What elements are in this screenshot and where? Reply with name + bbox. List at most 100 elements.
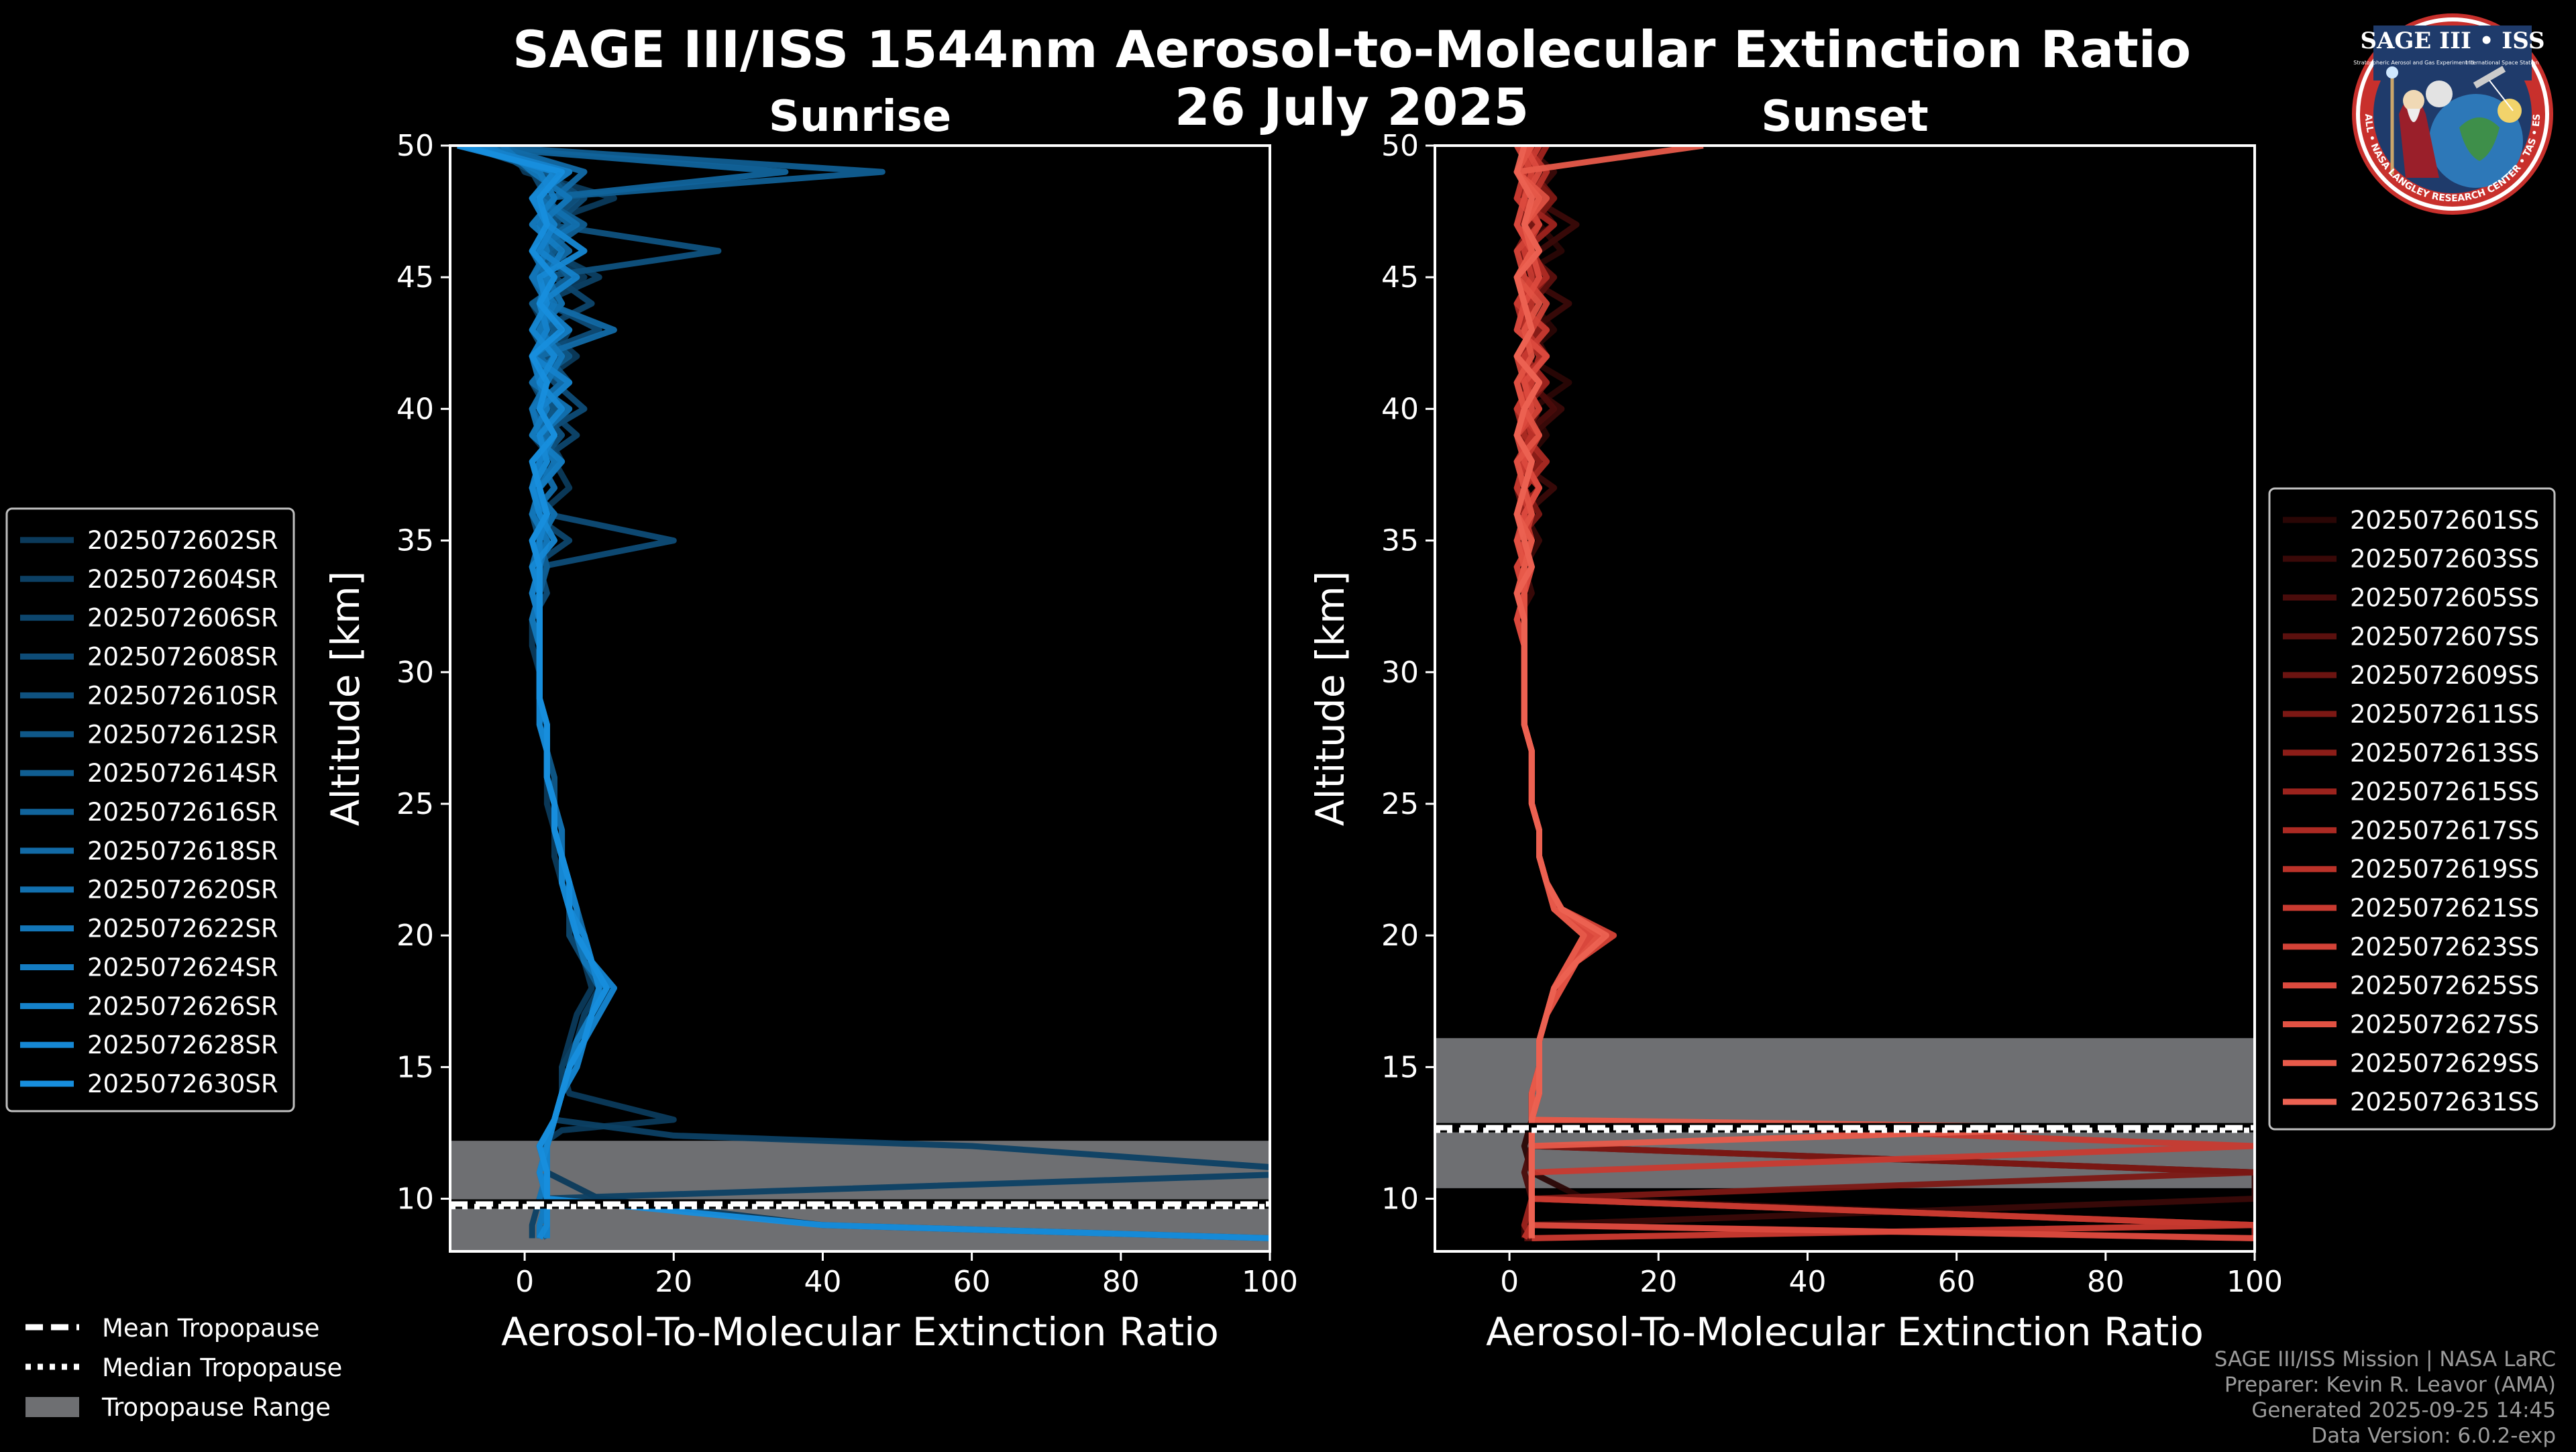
sunrise-legend: 2025072602SR 2025072604SR 2025072606SR 2025… bbox=[5, 507, 295, 1112]
legend-label-2025072621SS: 2025072621SS bbox=[2350, 894, 2539, 923]
legend-label-2025072608SR: 2025072608SR bbox=[87, 643, 278, 672]
sunset-ytick-label: 50 bbox=[1381, 129, 1419, 163]
iss-icon bbox=[2473, 66, 2506, 89]
series-line-2025072631SS bbox=[1513, 146, 1609, 1239]
sunrise-xtick-label: 0 bbox=[515, 1265, 534, 1299]
credit-line-4: Data Version: 6.0.2-exp bbox=[2311, 1424, 2556, 1448]
legend-label-2025072616SR: 2025072616SR bbox=[87, 798, 278, 827]
legend-label-2025072603SS: 2025072603SS bbox=[2350, 545, 2539, 574]
sunset-xtick-label: 100 bbox=[2226, 1265, 2283, 1299]
sunrise-legend-box bbox=[5, 507, 295, 1112]
sunrise-ytick-label: 20 bbox=[396, 919, 434, 953]
sunset-ytick-label: 35 bbox=[1381, 524, 1419, 558]
sunrise-ytick-label: 10 bbox=[396, 1182, 434, 1216]
figure-date: 26 July 2025 bbox=[1175, 77, 1529, 137]
logo-title: SAGE III • ISS bbox=[2360, 28, 2544, 54]
sunrise-panel-title: Sunrise bbox=[769, 92, 951, 142]
sunset-xtick-label: 20 bbox=[1640, 1265, 1677, 1299]
legend-label-2025072602SR: 2025072602SR bbox=[87, 526, 278, 555]
sunset-ytick-label: 40 bbox=[1381, 392, 1419, 426]
sunrise-plot-frame bbox=[449, 144, 1271, 1253]
credit-line-1: SAGE III/ISS Mission | NASA LaRC bbox=[2214, 1347, 2556, 1371]
legend-label-2025072622SR: 2025072622SR bbox=[87, 915, 278, 943]
sunrise-ytick-label: 30 bbox=[396, 656, 434, 690]
sunrise-series-group bbox=[456, 146, 1270, 1241]
sunset-ytick-label: 15 bbox=[1381, 1050, 1419, 1084]
legend-label-2025072615SS: 2025072615SS bbox=[2350, 778, 2539, 807]
sunrise-xtick-label: 20 bbox=[655, 1265, 692, 1299]
sunrise-tropopause-lines bbox=[450, 1199, 1270, 1210]
tropopause-range-label: Tropopause Range bbox=[101, 1393, 331, 1422]
sunset-plot-frame bbox=[1434, 144, 2256, 1253]
legend-label-2025072605SS: 2025072605SS bbox=[2350, 584, 2539, 613]
sunrise-ylabel: Altitude [km] bbox=[323, 571, 368, 826]
legend-label-2025072601SS: 2025072601SS bbox=[2350, 506, 2539, 535]
sunset-tropopause-lines bbox=[1435, 1123, 2255, 1133]
legend-label-2025072614SR: 2025072614SR bbox=[87, 759, 278, 788]
legend-label-2025072619SS: 2025072619SS bbox=[2350, 855, 2539, 884]
legend-label-2025072610SR: 2025072610SR bbox=[87, 681, 278, 710]
sunrise-ytick-label: 45 bbox=[396, 260, 434, 295]
sunrise-xtick-label: 100 bbox=[1242, 1265, 1298, 1299]
legend-label-2025072617SS: 2025072617SS bbox=[2350, 816, 2539, 845]
sunset-xtick-label: 60 bbox=[1938, 1265, 1976, 1299]
legend-label-2025072628SR: 2025072628SR bbox=[87, 1031, 278, 1059]
logo-sub-1: Stratospheric Aerosol and Gas Experiment… bbox=[2353, 60, 2473, 66]
sunrise-xtick-label: 80 bbox=[1102, 1265, 1140, 1299]
logo-sub-2: International Space Station bbox=[2466, 60, 2539, 66]
series-line-2025072630SR bbox=[456, 146, 1270, 1241]
legend-label-2025072629SS: 2025072629SS bbox=[2350, 1049, 2539, 1078]
legend-label-2025072611SS: 2025072611SS bbox=[2350, 700, 2539, 729]
median-tropopause-label: Median Tropopause bbox=[102, 1353, 342, 1382]
legend-label-2025072620SR: 2025072620SR bbox=[87, 876, 278, 904]
sunset-ytick-label: 45 bbox=[1381, 260, 1419, 295]
wizard-head-icon bbox=[2403, 90, 2424, 111]
sunrise-panel: 0 20 40 60 80 100 10 15 20 25 30 35 40 45 50 Sunrise Aer… bbox=[5, 92, 1298, 1355]
sunset-ytick-label: 20 bbox=[1381, 919, 1419, 953]
tropopause-legend: Mean Tropopause Median Tropopause Tropop… bbox=[25, 1314, 342, 1422]
legend-label-2025072631SS: 2025072631SS bbox=[2350, 1088, 2539, 1117]
legend-label-2025072604SR: 2025072604SR bbox=[87, 565, 278, 594]
wizard-robe-icon bbox=[2399, 97, 2439, 178]
figure-title: SAGE III/ISS 1544nm Aerosol-to-Molecular… bbox=[513, 19, 2191, 79]
legend-label-2025072613SS: 2025072613SS bbox=[2350, 739, 2539, 768]
mean-tropopause-label: Mean Tropopause bbox=[102, 1314, 320, 1343]
legend-label-2025072625SS: 2025072625SS bbox=[2350, 972, 2539, 1000]
legend-label-2025072627SS: 2025072627SS bbox=[2350, 1010, 2539, 1039]
sunset-series-group bbox=[1513, 146, 2255, 1241]
sunset-legend-box bbox=[2268, 487, 2556, 1131]
sunset-panel-title: Sunset bbox=[1761, 92, 1928, 142]
sage-iii-iss-logo: SAGE III • ISS Stratospheric Aerosol and… bbox=[2352, 13, 2553, 215]
sunset-xtick-label: 40 bbox=[1788, 1265, 1826, 1299]
sunrise-xtick-label: 40 bbox=[804, 1265, 841, 1299]
legend-label-2025072630SR: 2025072630SR bbox=[87, 1070, 278, 1098]
legend-label-2025072607SS: 2025072607SS bbox=[2350, 622, 2539, 651]
sunrise-ytick-label: 15 bbox=[396, 1050, 434, 1084]
credit-line-3: Generated 2025-09-25 14:45 bbox=[2251, 1398, 2556, 1422]
sunrise-ytick-label: 35 bbox=[396, 524, 434, 558]
sunrise-xlabel: Aerosol-To-Molecular Extinction Ratio bbox=[501, 1309, 1219, 1355]
sunrise-ytick-label: 25 bbox=[396, 787, 434, 821]
credits: SAGE III/ISS Mission | NASA LaRC Prepare… bbox=[2214, 1347, 2556, 1448]
credit-line-2: Preparer: Kevin R. Leavor (AMA) bbox=[2224, 1373, 2556, 1397]
sun-icon bbox=[2498, 99, 2522, 123]
sunset-ytick-label: 30 bbox=[1381, 656, 1419, 690]
sunrise-xtick-label: 60 bbox=[953, 1265, 991, 1299]
legend-label-2025072623SS: 2025072623SS bbox=[2350, 933, 2539, 962]
sunset-xlabel: Aerosol-To-Molecular Extinction Ratio bbox=[1486, 1309, 2204, 1355]
moon-icon bbox=[2426, 81, 2453, 107]
sunrise-ytick-label: 40 bbox=[396, 392, 434, 426]
legend-label-2025072612SR: 2025072612SR bbox=[87, 720, 278, 749]
tropopause-range-swatch bbox=[25, 1397, 79, 1417]
legend-label-2025072609SS: 2025072609SS bbox=[2350, 661, 2539, 690]
legend-label-2025072626SR: 2025072626SR bbox=[87, 992, 278, 1021]
sunset-legend: 2025072601SS 2025072603SS 2025072605SS 2025… bbox=[2268, 487, 2556, 1131]
sunset-xtick-label: 80 bbox=[2087, 1265, 2125, 1299]
sunset-panel: 0 20 40 60 80 100 10 15 20 25 30 35 40 45 50 Sunset Aero… bbox=[1307, 92, 2556, 1355]
sunset-ytick-label: 10 bbox=[1381, 1182, 1419, 1216]
sunset-ytick-label: 25 bbox=[1381, 787, 1419, 821]
sunset-ylabel: Altitude [km] bbox=[1307, 571, 1353, 826]
